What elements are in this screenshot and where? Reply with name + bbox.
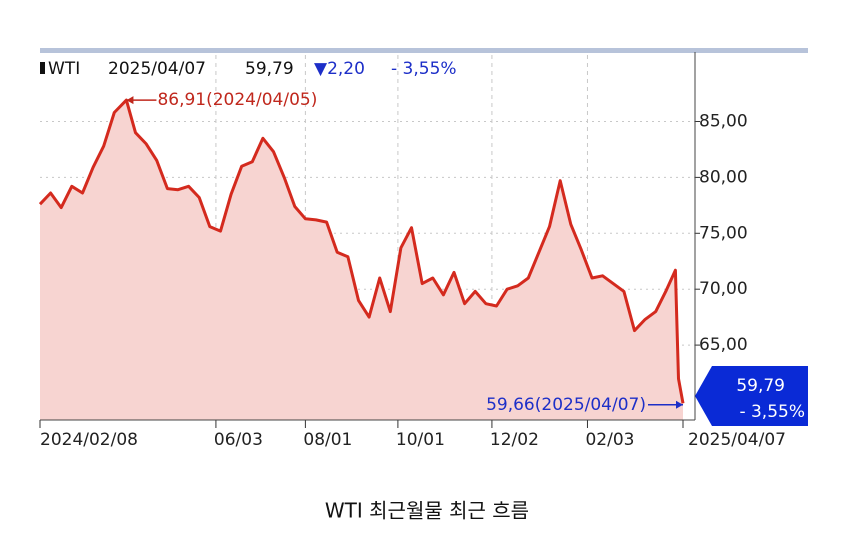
x-tick-label: 06/03 [214, 430, 263, 450]
top-bar [40, 48, 808, 53]
y-tick-label: 75,00 [699, 223, 748, 243]
y-tick-label: 65,00 [699, 335, 748, 355]
legend-name: WTI [48, 59, 80, 79]
badge-change-pct: - 3,55% [739, 402, 805, 422]
x-tick-label: 08/01 [303, 430, 352, 450]
plot: 65,00 70,00 75,00 80,00 85,00 2024/02/08 06/03… [38, 52, 786, 450]
arrow-head [676, 400, 683, 409]
x-tick-label: 2025/04/07 [688, 430, 786, 450]
x-tick-label: 02/03 [585, 430, 634, 450]
area [40, 100, 683, 420]
line [38, 98, 685, 404]
header-price: 59,79 [245, 59, 294, 79]
annotation-label: 59,66(2025/04/07) [486, 395, 646, 415]
y-tick-label: 70,00 [699, 279, 748, 299]
header-date: 2025/04/07 [108, 59, 206, 79]
x-tick-label: 12/02 [490, 430, 539, 450]
annotation-label: 86,91(2024/04/05) [157, 90, 317, 110]
price-badge [695, 366, 808, 426]
y-tick-label: 85,00 [699, 111, 748, 131]
header-change: ▼2,20 [314, 59, 365, 79]
y-tick-label: 80,00 [699, 167, 748, 187]
badge-price: 59,79 [736, 376, 785, 396]
x-tick-label: 10/01 [396, 430, 445, 450]
legend-marker [40, 62, 45, 74]
header-change-pct: - 3,55% [391, 59, 457, 79]
arrow-head [126, 96, 134, 105]
caption: WTI 최근월물 최근 흐름 [325, 499, 529, 523]
x-tick-label: 2024/02/08 [40, 430, 138, 450]
